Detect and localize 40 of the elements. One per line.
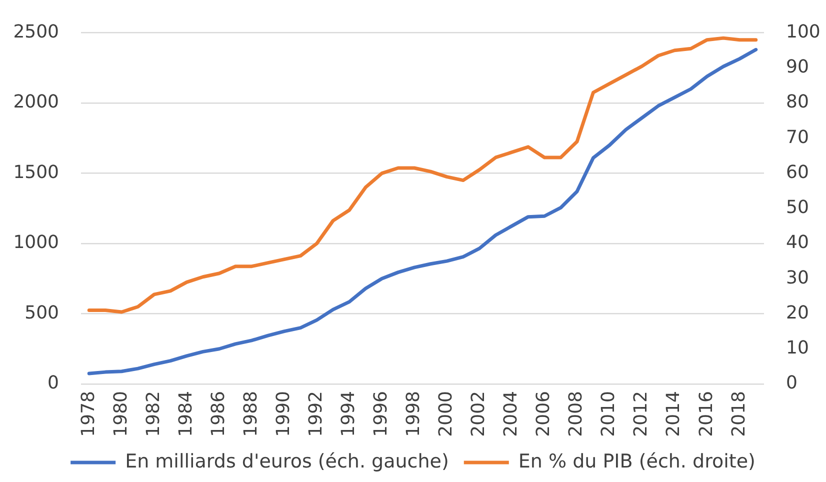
y2-tick-label: 20: [786, 302, 809, 324]
x-tick-label: 2010: [598, 391, 620, 437]
y2-tick-label: 40: [786, 232, 809, 254]
x-tick-label: 2012: [630, 391, 652, 437]
x-tick-label: 2002: [468, 391, 490, 437]
x-tick-label: 2018: [728, 391, 750, 437]
x-tick-label: 2008: [566, 391, 587, 437]
y-tick-label: 0: [48, 372, 59, 394]
legend-label: En % du PIB (éch. droite): [518, 450, 756, 472]
x-tick-label: 1982: [142, 391, 164, 437]
x-tick-label: 1980: [110, 391, 132, 437]
y-tick-label: 2000: [13, 92, 59, 113]
x-tick-label: 1994: [338, 391, 359, 437]
y2-tick-label: 70: [786, 126, 809, 148]
x-tick-label: 1988: [240, 391, 262, 437]
x-tick-label: 2004: [500, 391, 522, 437]
y2-tick-label: 80: [786, 92, 809, 113]
y-tick-label: 1500: [13, 162, 59, 183]
y-tick-label: 2500: [13, 21, 59, 42]
x-tick-label: 2006: [533, 391, 554, 437]
x-tick-label: 1996: [370, 391, 392, 437]
x-tick-label: 2000: [436, 391, 457, 437]
y2-tick-label: 60: [786, 162, 809, 183]
x-tick-label: 2014: [663, 391, 684, 437]
y2-tick-label: 90: [786, 56, 809, 78]
y-tick-label: 1000: [13, 232, 59, 254]
x-tick-label: 1984: [175, 391, 196, 437]
legend-label: En milliards d'euros (éch. gauche): [125, 450, 449, 472]
y-tick-label: 500: [24, 302, 59, 324]
x-tick-label: 2016: [696, 391, 717, 437]
x-tick-label: 1978: [78, 391, 99, 437]
y2-tick-label: 100: [786, 21, 820, 42]
y2-tick-label: 30: [786, 267, 809, 288]
x-tick-label: 1990: [272, 391, 294, 437]
x-tick-label: 1992: [305, 391, 326, 437]
y2-tick-label: 0: [786, 372, 798, 394]
x-tick-label: 1998: [403, 391, 424, 437]
y2-tick-label: 50: [786, 197, 809, 218]
y2-tick-label: 10: [786, 338, 809, 359]
x-tick-label: 1986: [208, 391, 229, 437]
